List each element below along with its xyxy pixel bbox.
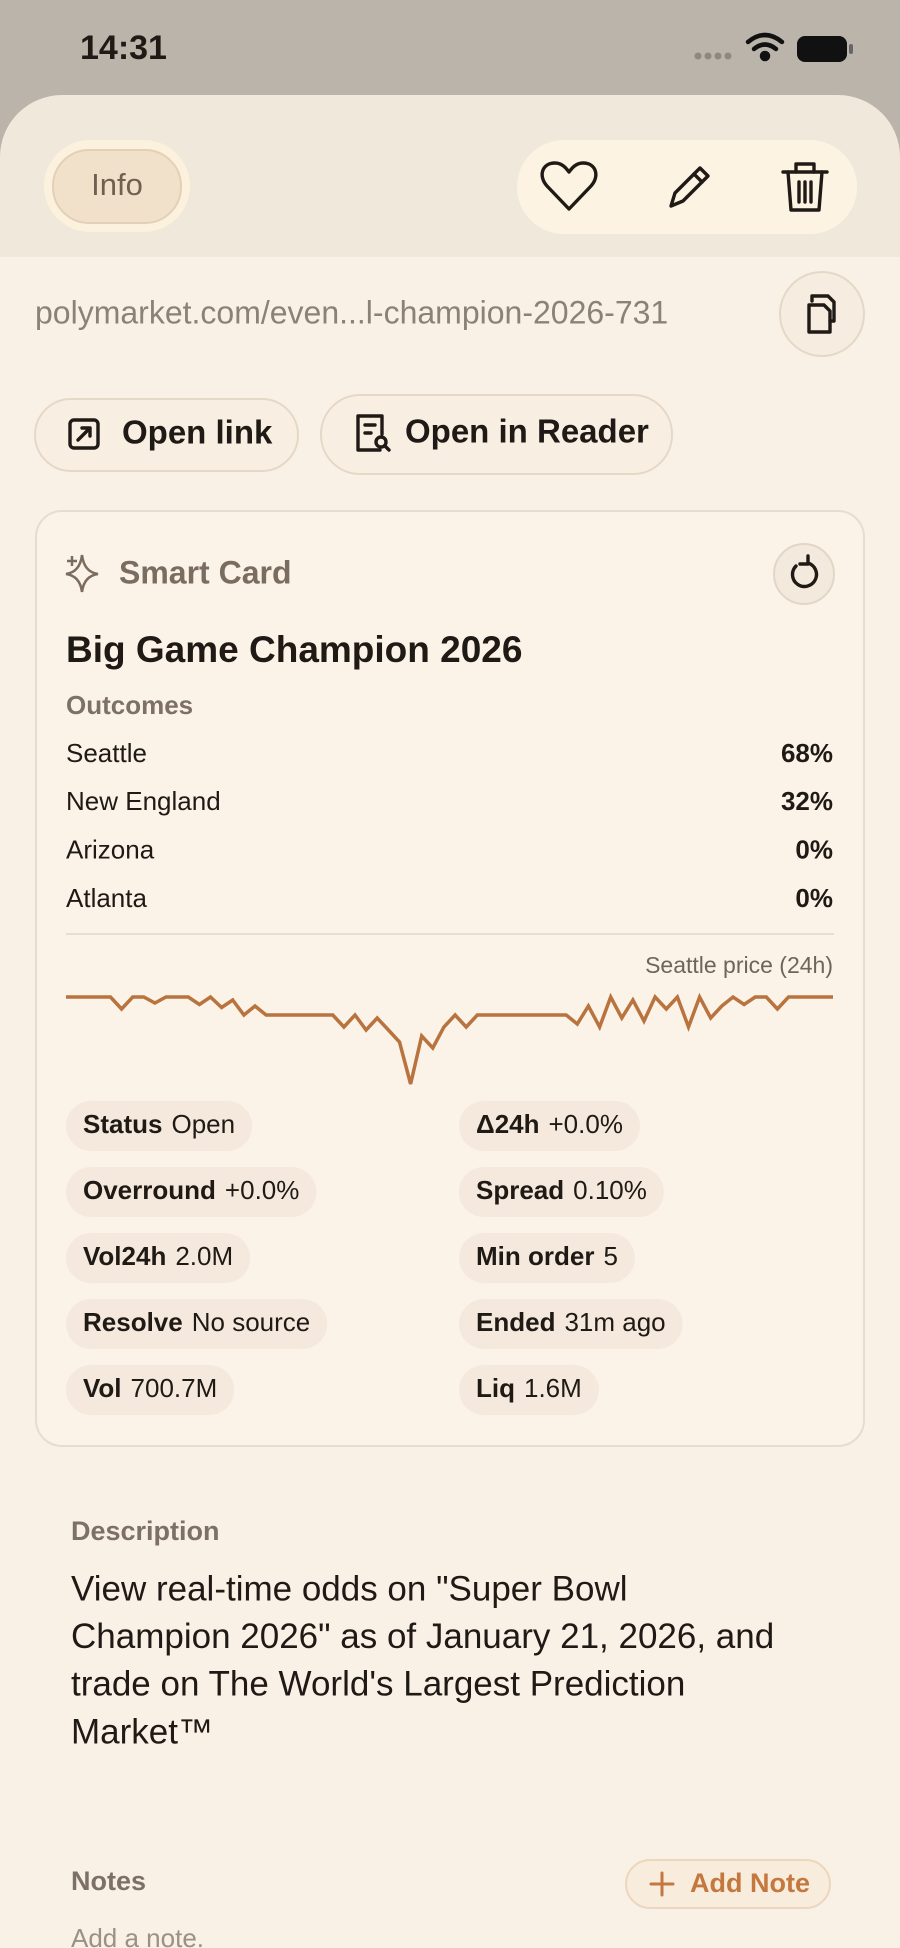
open-reader-button[interactable] [320,394,673,475]
stat-label: Status [83,1109,162,1139]
stat-chip: Spread 0.10% [459,1167,664,1217]
reader-icon [356,414,391,452]
description-label: Description [71,1516,220,1546]
description-line: Market™ [71,1712,213,1751]
description-line: Champion 2026" as of January 21, 2026, a… [71,1617,774,1656]
chip-background [66,1167,317,1217]
stat-value: 31m ago [564,1307,665,1337]
outcome-name: Atlanta [66,883,147,913]
note-placeholder: Add a note. [71,1923,204,1948]
chip-background [66,1299,328,1349]
stat-chip: Ended 31m ago [459,1299,683,1349]
battery-tip [849,44,853,54]
stat-value: 5 [603,1241,617,1271]
chip-background [459,1167,664,1217]
stat-label: Vol [83,1373,122,1403]
chip-background [459,1365,599,1415]
outcome-name: Arizona [66,834,155,864]
chip-background [459,1299,683,1349]
outcome-value: 68% [781,738,833,768]
outcome-name: New England [66,786,221,816]
smart-card-label: Smart Card [119,554,292,590]
stat-label: Resolve [83,1307,183,1337]
outcome-value: 0% [795,883,833,913]
wifi [745,32,785,62]
sparkle-icon [65,554,99,593]
chip-background [459,1233,635,1283]
add-note-label: Add Note [690,1868,810,1898]
add-note-button[interactable] [625,1859,831,1909]
stat-label: Ended [476,1307,555,1337]
stat-value: +0.0% [549,1109,623,1139]
open-link-icon [68,418,100,450]
stat-label: Δ24h [476,1109,540,1139]
battery [797,36,847,62]
stat-chip: Resolve No source [66,1299,328,1349]
chip-background [66,1101,253,1151]
card-title: Big Game Champion 2026 [66,629,522,670]
favorite-button[interactable] [540,161,598,211]
stat-chip: Δ24h +0.0% [459,1101,640,1151]
action-group [517,140,857,234]
outcome-name: Seattle [66,738,147,768]
stat-chip: Liq 1.6M [459,1365,599,1415]
stat-value: +0.0% [225,1175,299,1205]
stat-chip: Status Open [66,1101,253,1151]
sparkline-label: Seattle price (24h) [645,952,833,978]
outcome-value: 32% [781,786,833,816]
copy-icon [807,294,836,334]
stat-label: Spread [476,1175,564,1205]
sparkline [66,992,833,1085]
clock: 14:31 [80,29,167,67]
info-button[interactable] [52,149,182,224]
open-reader-label: Open in Reader [405,413,649,450]
open-link-label: Open link [122,414,273,451]
stat-value: 0.10% [573,1175,647,1205]
outcomes-label: Outcomes [66,690,193,720]
stat-chip: Overround +0.0% [66,1167,317,1217]
plus-icon [649,1871,675,1897]
stat-chip: Vol 700.7M [66,1365,235,1415]
stat-label: Min order [476,1241,594,1271]
signal [694,52,732,60]
delete-button[interactable] [781,162,829,212]
outcome-value: 0% [795,834,833,864]
stat-value: 1.6M [524,1373,582,1403]
stat-label: Vol24h [83,1241,166,1271]
chip-background [459,1101,640,1151]
open-link-button[interactable] [34,398,299,472]
chip-background [66,1365,235,1415]
notes-label: Notes [71,1866,146,1896]
stat-value: 700.7M [131,1373,218,1403]
description-line: trade on The World's Largest Prediction [71,1665,685,1704]
stat-label: Liq [476,1373,515,1403]
stat-value: 2.0M [175,1241,233,1271]
stat-label: Overround [83,1175,216,1205]
info-label: Info [91,167,143,202]
stat-chip: Min order 5 [459,1233,635,1283]
refresh-icon [790,554,819,589]
url: polymarket.com/even...l-champion-2026-73… [35,294,668,330]
copy-button[interactable] [779,271,865,357]
stat-value: No source [192,1307,311,1337]
edit-button[interactable] [669,166,710,208]
refresh-button[interactable] [773,543,835,605]
chip-background [66,1233,251,1283]
description-line: View real-time odds on "Super Bowl [71,1569,628,1608]
stat-value: Open [171,1109,235,1139]
stat-chip: Vol24h 2.0M [66,1233,251,1283]
